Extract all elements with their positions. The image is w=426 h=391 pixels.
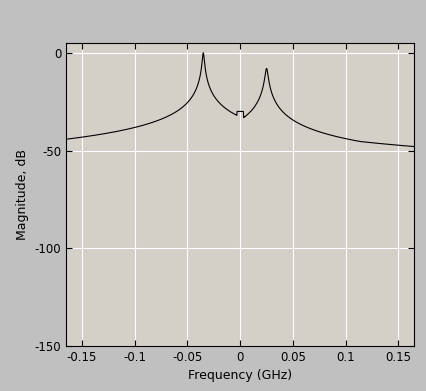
X-axis label: Frequency (GHz): Frequency (GHz) (188, 369, 291, 382)
Y-axis label: Magnitude, dB: Magnitude, dB (16, 149, 29, 240)
